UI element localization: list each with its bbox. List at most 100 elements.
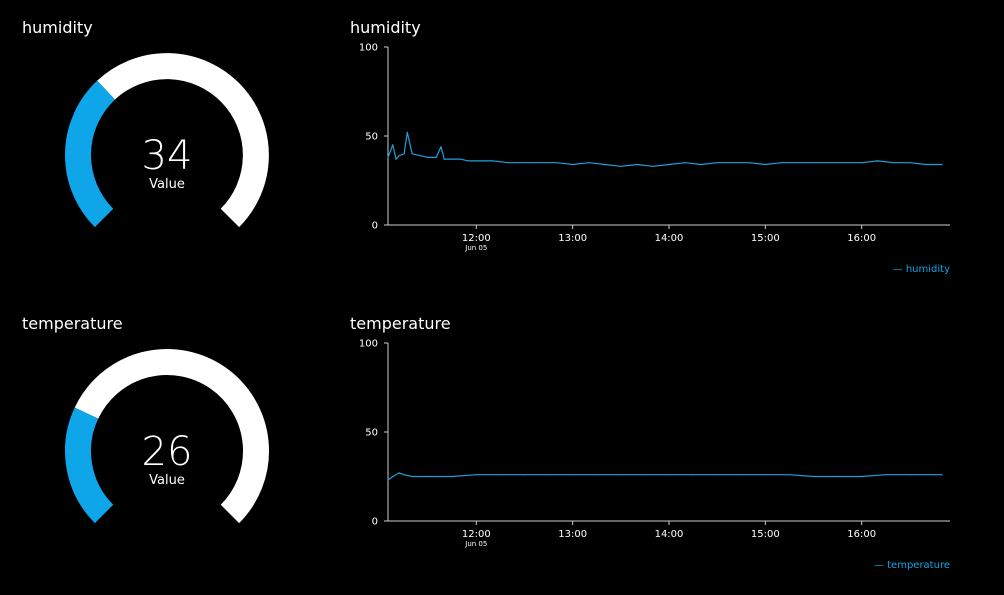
data-point xyxy=(523,162,526,164)
gauge-fill xyxy=(65,407,114,524)
data-point xyxy=(395,158,397,160)
data-point xyxy=(392,475,394,478)
x-tick-date-label: Jun 05 xyxy=(464,540,487,548)
x-tick-label: 14:00 xyxy=(655,529,684,540)
y-tick-label: 0 xyxy=(372,221,378,232)
x-tick-date-label: Jun 05 xyxy=(464,244,487,252)
x-tick-label: 15:00 xyxy=(751,529,780,540)
data-point xyxy=(933,474,935,476)
data-point xyxy=(411,153,413,155)
data-point xyxy=(507,162,509,164)
data-point xyxy=(556,162,558,164)
data-point xyxy=(788,474,790,476)
series-line-temperature xyxy=(387,472,942,481)
y-tick-label: 0 xyxy=(372,517,378,528)
data-point xyxy=(684,162,686,164)
data-point xyxy=(588,162,590,164)
data-point xyxy=(644,474,646,476)
chart-title: humidity xyxy=(350,18,421,37)
y-tick-label: 100 xyxy=(359,339,378,350)
data-point xyxy=(403,474,405,476)
data-point xyxy=(837,475,839,478)
data-point xyxy=(861,475,863,478)
gauge-value: 34 xyxy=(141,133,193,179)
data-point xyxy=(459,158,461,160)
data-point xyxy=(668,163,670,166)
data-point xyxy=(572,163,574,166)
gauge-panel-temperature: temperature 26 Value xyxy=(0,296,320,586)
data-point xyxy=(491,160,493,162)
data-point xyxy=(700,163,702,166)
gauge-track xyxy=(74,348,269,524)
data-point xyxy=(523,474,526,476)
gauge-value: 26 xyxy=(141,429,193,475)
data-point xyxy=(539,162,542,164)
data-point xyxy=(451,475,453,478)
data-point xyxy=(475,160,477,162)
data-point xyxy=(419,155,421,157)
gauge-title: humidity xyxy=(22,18,93,37)
data-point xyxy=(812,475,815,478)
data-point xyxy=(941,474,943,476)
data-point xyxy=(392,144,394,146)
data-point xyxy=(387,156,389,158)
x-tick-label: 16:00 xyxy=(847,233,876,244)
x-tick-label: 15:00 xyxy=(751,233,780,244)
data-point xyxy=(861,162,863,164)
data-point xyxy=(435,156,437,158)
y-tick-label: 100 xyxy=(359,43,378,54)
data-point xyxy=(406,131,408,133)
data-point xyxy=(403,153,405,155)
data-point xyxy=(572,474,574,476)
data-point xyxy=(764,474,766,476)
series-line-humidity xyxy=(387,131,942,167)
gauge-value-label: Value xyxy=(149,177,185,192)
data-point xyxy=(716,474,718,476)
data-point xyxy=(548,474,550,476)
chart-title: temperature xyxy=(350,314,451,333)
data-point xyxy=(475,474,477,476)
data-point xyxy=(877,160,879,162)
data-point xyxy=(740,474,742,476)
chart-panel-humidity: humidity 0 50 100 12:00 Jun 05 13:00 14:00 15:0… xyxy=(340,0,980,290)
data-point xyxy=(620,165,622,167)
gauge-fill xyxy=(65,80,116,228)
gauge-track xyxy=(97,53,269,228)
gauge-panel-humidity: humidity 34 Value xyxy=(0,0,320,290)
data-point xyxy=(716,162,718,164)
legend-item[interactable]: — humidity xyxy=(893,264,950,275)
data-point xyxy=(636,163,638,166)
data-point xyxy=(780,162,782,164)
data-point xyxy=(451,158,453,160)
data-point xyxy=(796,162,799,164)
data-point xyxy=(467,160,469,162)
data-point xyxy=(652,165,654,167)
chart-panel-temperature: temperature 0 50 100 12:00 Jun 05 13:00 14:00 1… xyxy=(340,296,980,586)
data-point xyxy=(427,475,429,478)
x-tick-label: 12:00 xyxy=(462,233,491,244)
legend-item[interactable]: — temperature xyxy=(874,560,950,571)
data-point xyxy=(440,146,442,148)
gauge xyxy=(65,53,269,228)
x-tick-label: 14:00 xyxy=(655,233,684,244)
data-point xyxy=(909,474,911,476)
data-point xyxy=(941,163,943,166)
data-point xyxy=(620,474,622,476)
gauge-title: temperature xyxy=(22,314,123,333)
data-point xyxy=(732,162,734,164)
data-point xyxy=(692,474,694,476)
data-point xyxy=(845,162,847,164)
data-point xyxy=(668,474,670,476)
data-point xyxy=(387,479,389,481)
x-tick-label: 13:00 xyxy=(558,233,587,244)
data-point xyxy=(398,472,400,474)
x-tick-label: 16:00 xyxy=(847,529,876,540)
data-point xyxy=(596,474,598,476)
data-point xyxy=(443,158,445,160)
data-point xyxy=(604,163,606,166)
y-tick-label: 50 xyxy=(365,428,378,439)
gauge xyxy=(65,348,269,524)
gauge-value-label: Value xyxy=(149,473,185,488)
